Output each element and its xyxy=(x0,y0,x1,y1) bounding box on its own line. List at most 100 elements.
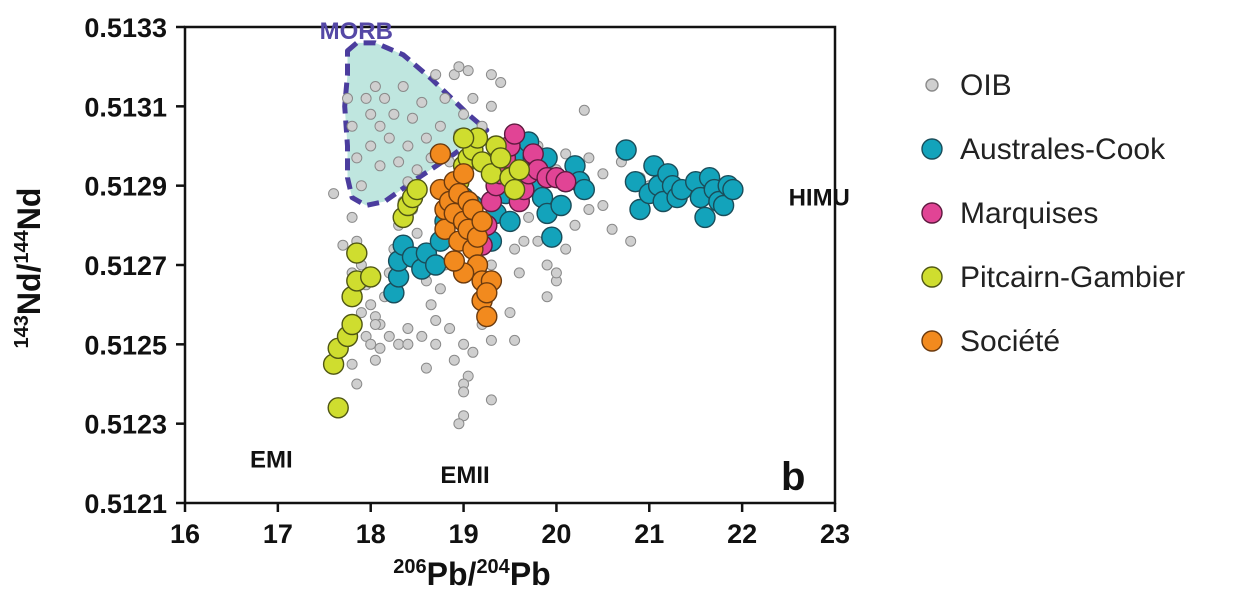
point-0-66 xyxy=(411,227,423,239)
point-0-133 xyxy=(485,394,497,406)
point-0-107 xyxy=(374,342,386,354)
point-3-21 xyxy=(490,147,512,169)
point-0-52 xyxy=(346,211,358,223)
point-0-126 xyxy=(420,362,432,374)
point-3-12 xyxy=(406,178,428,201)
point-3-0 xyxy=(327,397,349,419)
point-0-96 xyxy=(583,204,595,215)
x-tick-label-0: 16 xyxy=(170,519,200,549)
point-1-46 xyxy=(694,206,716,229)
point-0-99 xyxy=(625,235,637,247)
point-0-10 xyxy=(374,160,386,172)
point-0-19 xyxy=(416,96,428,108)
point-0-92 xyxy=(541,259,553,271)
point-0-98 xyxy=(606,223,618,235)
point-0-110 xyxy=(402,323,414,334)
y-tick-label-2: 0.5125 xyxy=(84,330,167,360)
point-0-112 xyxy=(430,338,442,350)
x-tick-label-3: 19 xyxy=(449,519,479,549)
point-0-51 xyxy=(453,61,465,73)
point-0-24 xyxy=(439,92,451,104)
point-0-48 xyxy=(578,104,590,116)
point-0-8 xyxy=(369,81,381,92)
points-layer xyxy=(322,61,744,430)
point-4-3 xyxy=(434,218,456,241)
point-0-113 xyxy=(444,323,456,334)
point-0-97 xyxy=(597,200,609,211)
point-0-118 xyxy=(504,307,516,319)
point-0-11 xyxy=(379,92,391,104)
point-0-22 xyxy=(430,69,442,81)
point-0-44 xyxy=(597,168,609,180)
point-0-56 xyxy=(365,299,377,311)
plot-area xyxy=(183,25,837,505)
point-0-3 xyxy=(351,152,363,164)
point-0-20 xyxy=(420,132,432,144)
point-4-10 xyxy=(452,163,475,185)
series-4 xyxy=(429,143,503,328)
point-0-13 xyxy=(388,108,400,120)
legend-marker-2 xyxy=(921,202,943,224)
x-title-main-1: Pb/ xyxy=(427,556,477,592)
x-tick-label-7: 23 xyxy=(820,519,850,549)
point-2-7 xyxy=(503,123,526,145)
y-tick-label-6: 0.5133 xyxy=(84,13,167,43)
point-0-117 xyxy=(485,334,497,346)
point-1-32 xyxy=(573,178,595,201)
point-0-1 xyxy=(342,92,353,104)
point-0-71 xyxy=(434,283,446,295)
point-0-109 xyxy=(393,338,405,350)
point-0-106 xyxy=(369,319,381,330)
point-0-17 xyxy=(407,112,418,124)
point-0-23 xyxy=(434,120,446,132)
point-0-125 xyxy=(402,338,414,350)
point-0-130 xyxy=(458,386,470,398)
y-axis-title: 143Nd/144Nd xyxy=(11,188,47,349)
point-0-127 xyxy=(448,354,460,366)
point-1-50 xyxy=(712,194,735,217)
legend-marker-1 xyxy=(921,138,943,160)
annotation-3: EMII xyxy=(440,462,489,489)
y-title-sup-1: 143 xyxy=(11,315,33,348)
point-0-16 xyxy=(402,140,414,152)
y-tick-label-4: 0.5129 xyxy=(84,172,167,202)
x-tick-label-2: 18 xyxy=(356,519,386,549)
x-axis: 16 17 18 19 20 21 22 23 xyxy=(170,503,850,549)
point-0-95 xyxy=(569,219,581,231)
point-4-20 xyxy=(471,210,493,233)
point-0-108 xyxy=(383,330,395,342)
point-0-43 xyxy=(583,152,595,164)
x-title-sup-1: 206 xyxy=(393,556,426,578)
point-1-35 xyxy=(629,198,651,221)
point-0-121 xyxy=(550,267,562,279)
point-3-4 xyxy=(341,313,363,336)
panel-label: b xyxy=(781,455,805,499)
point-0-5 xyxy=(360,92,372,104)
point-0-70 xyxy=(430,315,442,326)
point-0-87 xyxy=(509,243,521,255)
point-0-103 xyxy=(355,307,367,319)
point-1-17 xyxy=(499,210,521,233)
point-3-23 xyxy=(503,178,526,201)
x-tick-label-4: 20 xyxy=(541,519,571,549)
point-3-8 xyxy=(360,266,382,288)
point-1-34 xyxy=(624,170,647,193)
point-4-24 xyxy=(476,282,498,304)
y-tick-label-3: 0.5127 xyxy=(84,251,167,281)
point-0-69 xyxy=(425,299,437,311)
annotation-2: EMI xyxy=(250,446,293,473)
y-tick-label-5: 0.5131 xyxy=(84,92,167,122)
y-tick-label-0: 0.5121 xyxy=(84,489,167,519)
point-0-6 xyxy=(365,108,377,120)
point-0-12 xyxy=(383,132,395,144)
point-3-24 xyxy=(508,159,530,181)
annotation-1: HIMU xyxy=(789,185,850,212)
point-0-131 xyxy=(458,410,470,422)
point-0-89 xyxy=(518,235,530,247)
annotation-0: MORB xyxy=(320,18,393,45)
point-3-7 xyxy=(346,242,368,264)
legend-label-4: Société xyxy=(960,325,1060,358)
point-0-33 xyxy=(485,100,497,112)
annotations: MORB HIMU EMI EMII xyxy=(250,18,850,489)
